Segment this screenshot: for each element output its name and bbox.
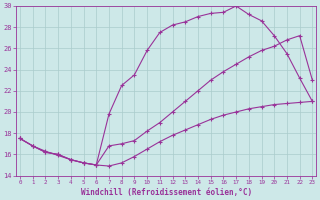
X-axis label: Windchill (Refroidissement éolien,°C): Windchill (Refroidissement éolien,°C) — [81, 188, 252, 197]
